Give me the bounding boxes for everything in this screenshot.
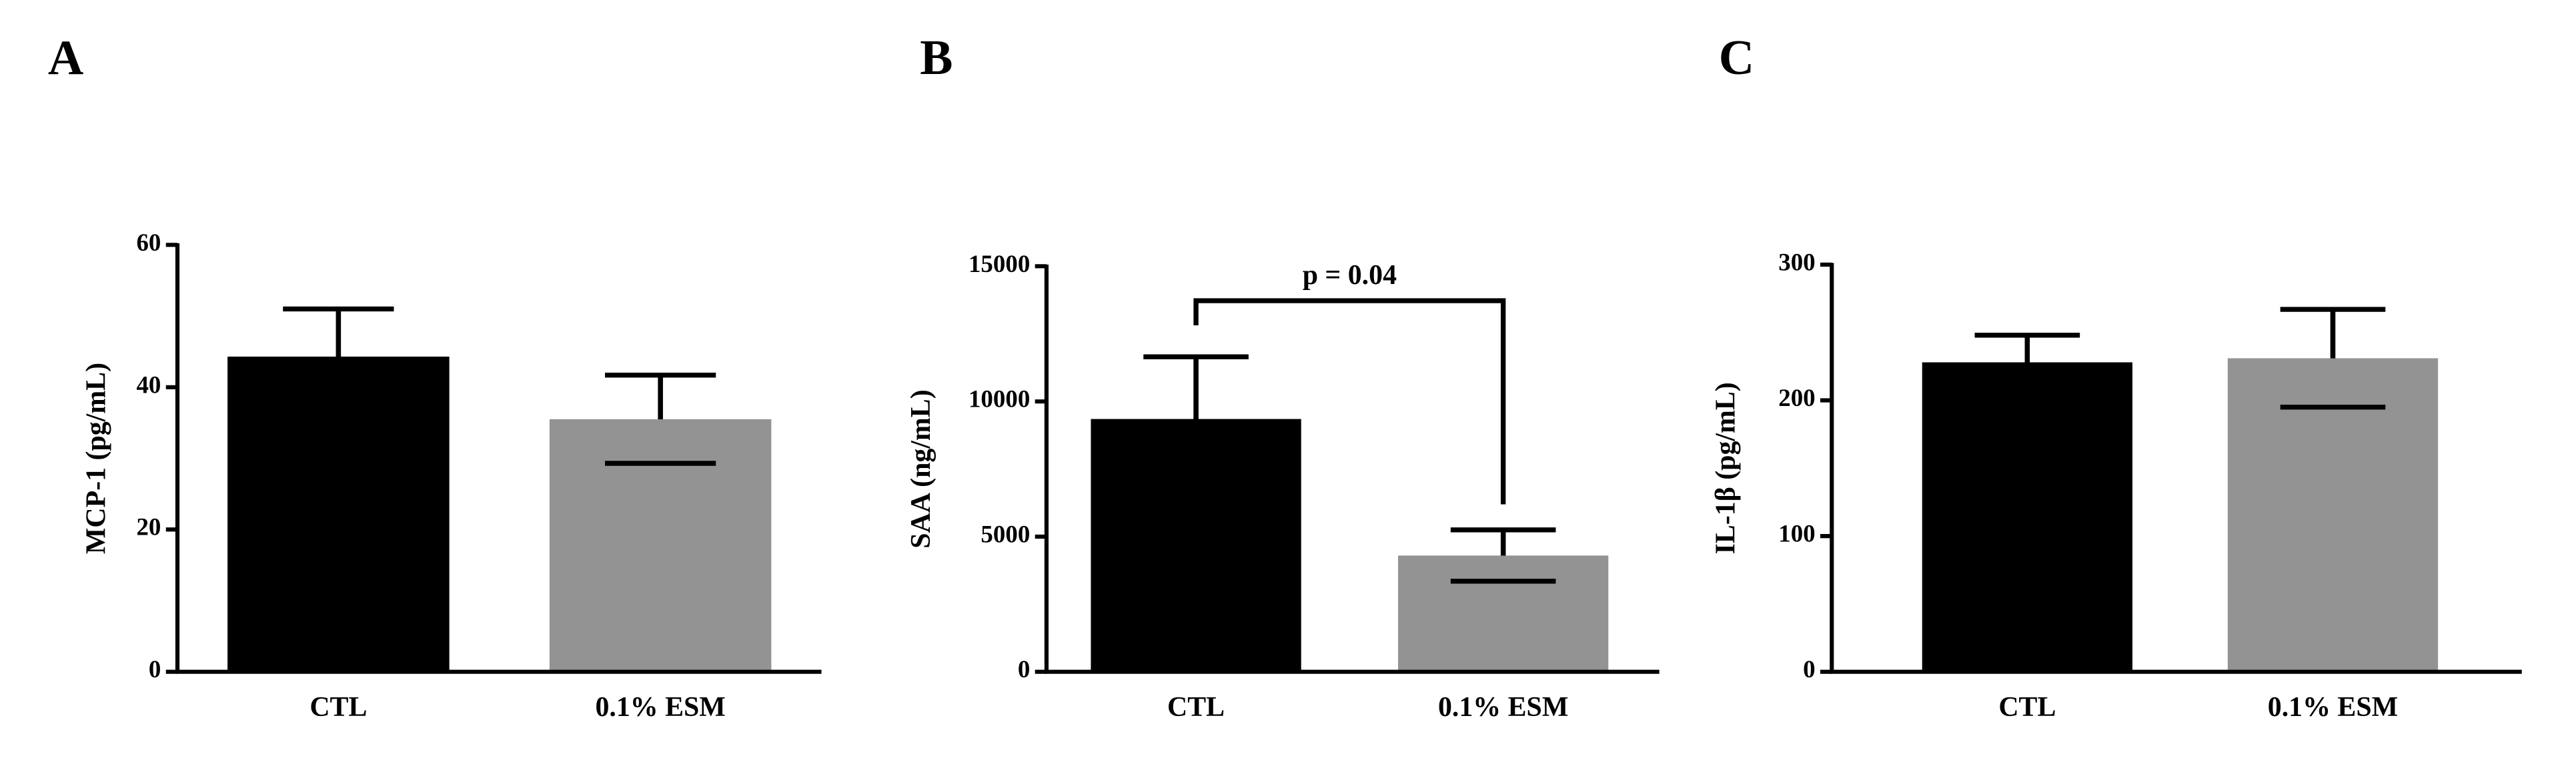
annotation: p = 0.04 [1303,260,1397,291]
bar [2227,358,2439,672]
y-tick-label: 0 [149,655,161,683]
y-tick-label: 10000 [969,385,1030,413]
y-tick-label: 200 [1778,384,1815,411]
x-tick-label: CTL [1998,692,2056,723]
y-tick-label: 0 [1018,655,1030,683]
bar [1922,362,2132,672]
x-tick-label: CTL [1167,692,1225,723]
panel: B SAA (ng/mL) CTL 0.1% ESM 0 5000 10000 15000 p … [906,30,1660,723]
y-axis-label: SAA (ng/mL) [906,389,936,548]
y-tick-label: 5000 [981,520,1030,547]
panel: A MCP-1 (pg/mL) CTL 0.1% ESM 0 20 40 60 [48,30,822,723]
y-tick-label: 60 [136,229,161,256]
y-axis-label: MCP-1 (pg/mL) [81,363,111,554]
y-tick-label: 15000 [969,250,1030,277]
significance-bracket [1193,298,1506,505]
y-tick-label: 0 [1803,655,1815,683]
x-tick-label: 0.1% ESM [2268,692,2398,723]
x-tick-label: 0.1% ESM [595,692,725,723]
y-tick-label: 40 [136,371,161,398]
bar [1398,555,1609,672]
bar [549,419,772,672]
panel-label: B [920,30,952,85]
panel-label: C [1719,30,1754,85]
y-tick-label: 100 [1778,520,1815,547]
panel-label: A [48,30,83,85]
panel: C IL-1β (pg/mL) CTL 0.1% ESM 0 100 200 300 [1711,30,2522,723]
y-tick-label: 20 [136,513,161,541]
y-axis-label: IL-1β (pg/mL) [1711,382,1742,554]
y-tick-label: 300 [1778,248,1815,275]
x-tick-label: CTL [309,692,367,723]
x-tick-label: 0.1% ESM [1438,692,1568,723]
bar [227,356,450,672]
bar [1091,419,1301,672]
